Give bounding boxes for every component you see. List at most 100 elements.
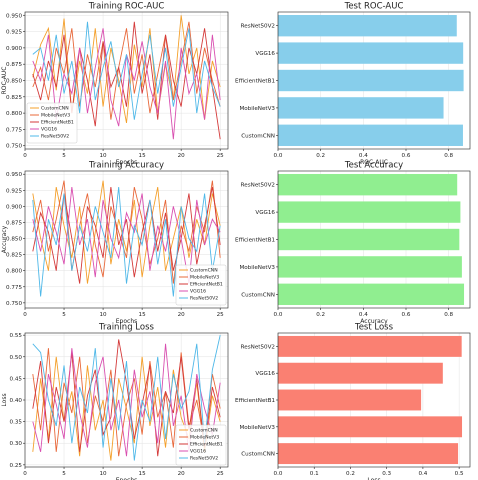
y-tick-label: 0.750 — [6, 301, 22, 307]
y-tick-label: 0.850 — [6, 237, 22, 243]
x-axis-label: Epochs — [116, 318, 138, 325]
x-axis-label: Epochs — [116, 477, 138, 480]
x-tick-label: 0.4 — [359, 153, 368, 159]
x-tick-label: 0 — [23, 471, 27, 477]
y-tick-label: 0.750 — [6, 144, 22, 150]
legend-label: MobileNetV3 — [41, 113, 70, 119]
category-label: EfficientNetB1 — [235, 238, 275, 244]
category-label: ResNet50V2 — [241, 183, 275, 189]
plot-frame — [277, 170, 471, 309]
x-tick-label: 20 — [178, 153, 186, 159]
x-tick-label: 25 — [217, 312, 225, 318]
y-tick-label: 0.45 — [10, 376, 23, 382]
legend-label: VGG16 — [190, 289, 206, 295]
legend-box — [26, 102, 78, 144]
chart-panel-2: Test ROC-AUC ResNet50V2 VGG16 EfficientNetB… — [235, 2, 471, 166]
y-tick-label: 0.775 — [6, 285, 22, 291]
y-tick-label: 0.25 — [10, 463, 23, 469]
x-tick-label: 0.3 — [382, 471, 391, 477]
legend-label: EfficientNetB1 — [190, 282, 223, 288]
bar-customcnn — [278, 283, 465, 305]
x-tick-label: 5 — [62, 471, 66, 477]
series-line-efficientnetb1 — [32, 21, 221, 140]
x-tick-label: 0.6 — [402, 153, 411, 159]
y-tick-label: 0.950 — [6, 172, 22, 178]
y-tick-label: 0.30 — [10, 441, 23, 447]
y-axis-label: Loss — [1, 393, 8, 406]
x-tick-label: 0.0 — [274, 153, 283, 159]
legend-label: VGG16 — [41, 127, 57, 133]
x-tick-label: 10 — [100, 153, 108, 159]
y-tick-label: 0.950 — [6, 13, 22, 19]
x-tick-label: 0 — [23, 153, 27, 159]
x-tick-label: 5 — [62, 153, 66, 159]
plot-frame — [24, 170, 229, 309]
series-line-mobilenetv3 — [32, 180, 221, 284]
x-axis-label: Epochs — [116, 159, 138, 166]
series-line-resnet50v2 — [32, 21, 221, 120]
legend-label: ResNet50V2 — [41, 134, 69, 140]
y-tick-label: 0.850 — [6, 79, 22, 85]
bar-efficientnetb1 — [278, 389, 422, 411]
x-tick-label: 20 — [178, 312, 186, 318]
x-tick-label: 0.8 — [444, 153, 453, 159]
legend-label: ResNet50V2 — [190, 296, 218, 302]
chart-title: Test ROC-AUC — [344, 2, 404, 12]
bar-resnet50v2 — [278, 335, 462, 357]
plot-frame — [277, 332, 471, 468]
legend-label: CustomCNN — [190, 268, 218, 274]
category-label: CustomCNN — [241, 133, 275, 139]
legend-label: ResNet50V2 — [190, 456, 218, 462]
chart-title: Test Accuracy — [344, 161, 403, 171]
x-tick-label: 0.2 — [346, 471, 355, 477]
y-tick-label: 0.40 — [10, 398, 23, 404]
category-label: MobileNetV3 — [239, 265, 275, 271]
x-tick-label: 0.6 — [402, 312, 411, 318]
category-label: ResNet50V2 — [241, 24, 275, 30]
series-line-resnet50v2 — [32, 335, 221, 461]
y-axis-label: ROC-AUC — [1, 67, 8, 95]
category-label: MobileNetV3 — [239, 425, 275, 431]
x-tick-label: 0.4 — [418, 471, 427, 477]
bar-resnet50v2 — [278, 15, 457, 37]
category-label: MobileNetV3 — [239, 106, 275, 112]
legend-box — [175, 264, 227, 306]
chart-panel-6: Test Loss ResNet50V2 VGG16 EfficientNetB1 Mo… — [235, 323, 471, 480]
y-tick-label: 0.825 — [6, 95, 22, 101]
x-tick-label: 0.8 — [444, 312, 453, 318]
bar-vgg16 — [278, 201, 461, 223]
category-label: VGG16 — [255, 210, 275, 216]
chart-panel-5: Training Loss 0 5 10 15 20 25 0.25 0.30 0.35 0.40 0… — [1, 323, 229, 480]
bar-efficientnetb1 — [278, 228, 460, 251]
category-label: EfficientNetB1 — [235, 398, 275, 404]
series-line-customcnn — [32, 180, 221, 284]
y-tick-label: 0.800 — [6, 269, 22, 275]
chart-title: Training Loss — [98, 323, 154, 333]
bar-efficientnetb1 — [278, 69, 464, 92]
legend-label: MobileNetV3 — [190, 435, 219, 441]
chart-panel-4: Test Accuracy ResNet50V2 VGG16 EfficientNet… — [235, 161, 471, 325]
x-tick-label: 10 — [100, 312, 108, 318]
y-tick-label: 0.925 — [6, 30, 22, 36]
legend-label: EfficientNetB1 — [190, 442, 223, 448]
y-tick-label: 0.875 — [6, 62, 22, 68]
y-tick-label: 0.35 — [10, 420, 23, 426]
bar-vgg16 — [278, 42, 464, 64]
bar-resnet50v2 — [278, 174, 458, 196]
y-tick-label: 0.875 — [6, 220, 22, 226]
x-tick-label: 25 — [217, 153, 225, 159]
x-tick-label: 0.2 — [316, 312, 325, 318]
x-axis-label: Accuracy — [360, 318, 388, 325]
y-tick-label: 0.925 — [6, 188, 22, 194]
legend-label: VGG16 — [190, 449, 206, 455]
bar-customcnn — [278, 124, 463, 146]
category-label: VGG16 — [255, 51, 275, 57]
chart-title: Training ROC-AUC — [88, 2, 165, 12]
x-tick-label: 0.4 — [359, 312, 368, 318]
bar-mobilenetv3 — [278, 416, 463, 438]
legend-label: EfficientNetB1 — [41, 120, 74, 126]
x-axis-label: Loss — [367, 477, 380, 480]
y-tick-label: 0.800 — [6, 111, 22, 117]
y-tick-label: 0.50 — [10, 355, 23, 361]
